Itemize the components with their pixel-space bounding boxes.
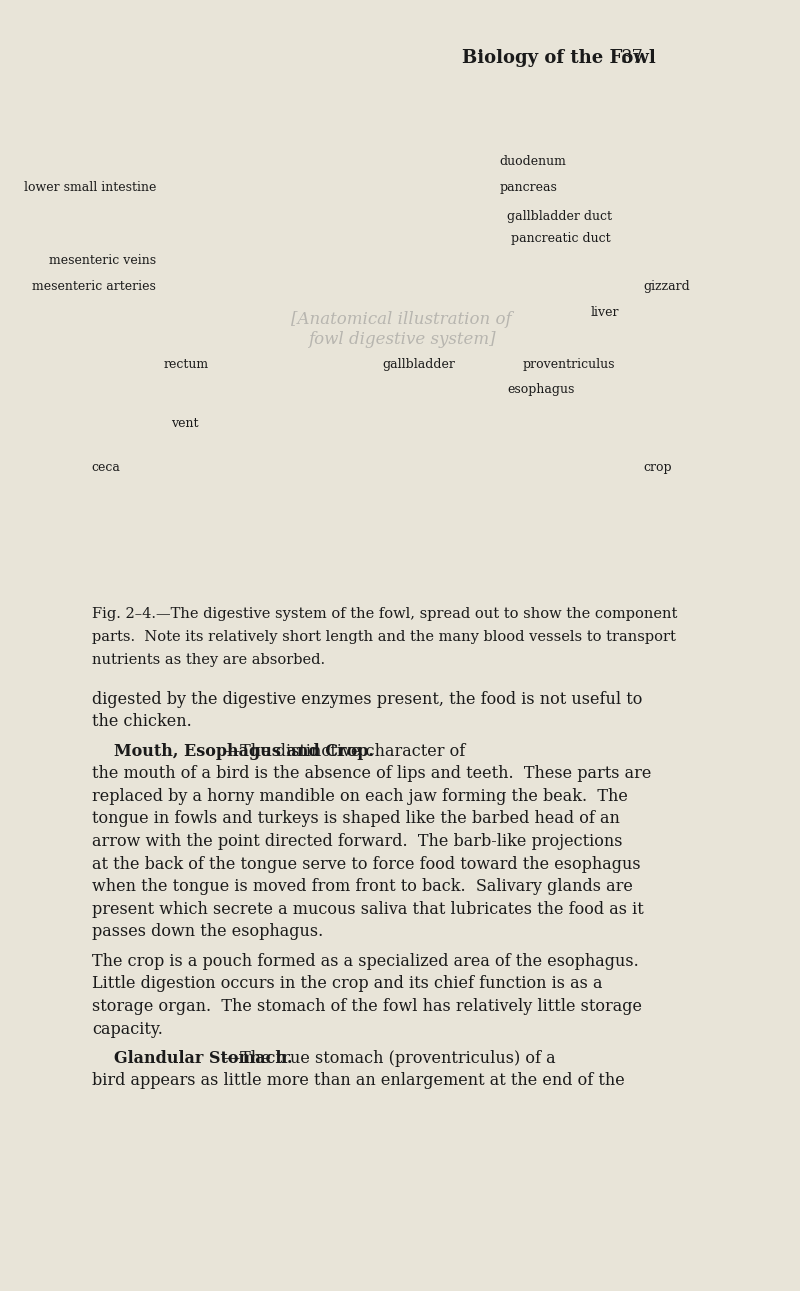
Text: Little digestion occurs in the crop and its chief function is as a: Little digestion occurs in the crop and … bbox=[92, 976, 602, 993]
Text: gallbladder: gallbladder bbox=[382, 358, 455, 371]
Text: proventriculus: proventriculus bbox=[522, 358, 614, 371]
Text: crop: crop bbox=[643, 461, 671, 474]
Text: The crop is a pouch formed as a specialized area of the esophagus.: The crop is a pouch formed as a speciali… bbox=[92, 953, 638, 970]
Text: esophagus: esophagus bbox=[507, 383, 574, 396]
Text: passes down the esophagus.: passes down the esophagus. bbox=[92, 923, 323, 940]
Text: at the back of the tongue serve to force food toward the esophagus: at the back of the tongue serve to force… bbox=[92, 856, 641, 873]
Text: Biology of the Fowl: Biology of the Fowl bbox=[462, 49, 655, 67]
Text: present which secrete a mucous saliva that lubricates the food as it: present which secrete a mucous saliva th… bbox=[92, 901, 643, 918]
Text: ceca: ceca bbox=[92, 461, 121, 474]
Text: [Anatomical illustration of
fowl digestive system]: [Anatomical illustration of fowl digesti… bbox=[291, 311, 512, 347]
Text: bird appears as little more than an enlargement at the end of the: bird appears as little more than an enla… bbox=[92, 1073, 625, 1090]
Text: lower small intestine: lower small intestine bbox=[24, 181, 156, 194]
Text: Fig. 2–4.—The digestive system of the fowl, spread out to show the component: Fig. 2–4.—The digestive system of the fo… bbox=[92, 607, 677, 621]
FancyBboxPatch shape bbox=[62, 58, 741, 600]
Text: storage organ.  The stomach of the fowl has relatively little storage: storage organ. The stomach of the fowl h… bbox=[92, 998, 642, 1015]
Text: gallbladder duct: gallbladder duct bbox=[507, 210, 612, 223]
Text: parts.  Note its relatively short length and the many blood vessels to transport: parts. Note its relatively short length … bbox=[92, 630, 676, 644]
Text: capacity.: capacity. bbox=[92, 1021, 162, 1038]
Text: nutrients as they are absorbed.: nutrients as they are absorbed. bbox=[92, 653, 325, 667]
Text: tongue in fowls and turkeys is shaped like the barbed head of an: tongue in fowls and turkeys is shaped li… bbox=[92, 811, 620, 828]
Text: replaced by a horny mandible on each jaw forming the beak.  The: replaced by a horny mandible on each jaw… bbox=[92, 788, 628, 804]
Text: digested by the digestive enzymes present, the food is not useful to: digested by the digestive enzymes presen… bbox=[92, 691, 642, 707]
Text: the chicken.: the chicken. bbox=[92, 713, 191, 731]
Text: gizzard: gizzard bbox=[643, 280, 690, 293]
Text: 37: 37 bbox=[620, 49, 643, 67]
Text: mesenteric veins: mesenteric veins bbox=[49, 254, 156, 267]
Text: when the tongue is moved from front to back.  Salivary glands are: when the tongue is moved from front to b… bbox=[92, 878, 633, 895]
Text: —The true stomach (proventriculus) of a: —The true stomach (proventriculus) of a bbox=[224, 1050, 555, 1066]
Text: the mouth of a bird is the absence of lips and teeth.  These parts are: the mouth of a bird is the absence of li… bbox=[92, 766, 651, 782]
Text: rectum: rectum bbox=[164, 358, 209, 371]
Text: Glandular Stomach.: Glandular Stomach. bbox=[114, 1050, 293, 1066]
Text: liver: liver bbox=[590, 306, 618, 319]
Text: duodenum: duodenum bbox=[499, 155, 566, 168]
Text: pancreas: pancreas bbox=[499, 181, 558, 194]
Text: pancreatic duct: pancreatic duct bbox=[511, 232, 610, 245]
Text: Mouth, Esophagus and Crop.: Mouth, Esophagus and Crop. bbox=[114, 742, 374, 759]
Text: mesenteric arteries: mesenteric arteries bbox=[32, 280, 156, 293]
Text: —The distinctive character of: —The distinctive character of bbox=[224, 742, 465, 759]
Text: arrow with the point directed forward.  The barb-like projections: arrow with the point directed forward. T… bbox=[92, 833, 622, 849]
Text: vent: vent bbox=[171, 417, 198, 430]
